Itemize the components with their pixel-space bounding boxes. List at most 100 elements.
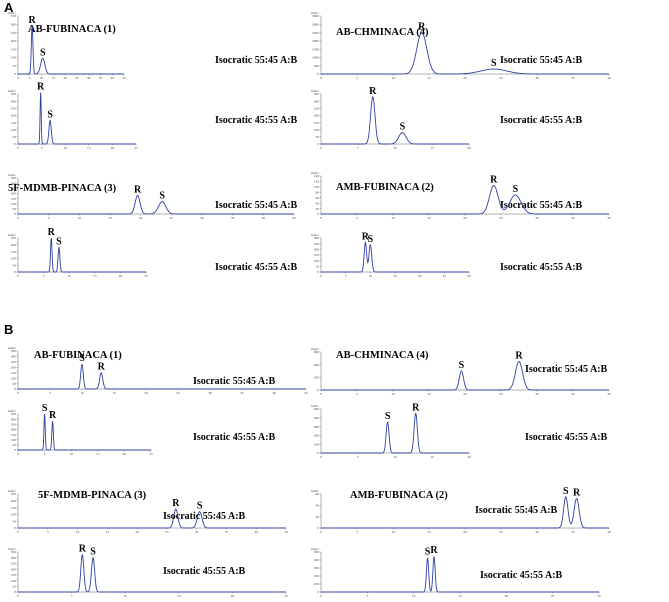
x-tick-label-b-13-0: 0 [17, 594, 19, 598]
y-tick-label-b-9-5: 250 [11, 422, 17, 426]
peak-label-b-10-0: S [459, 360, 465, 371]
peak-label-b-15-1: R [430, 545, 438, 556]
chromatogram-a-3: mAU 0 50 100 150 200 250 300 350 0 5 10 15 20 R S [311, 86, 471, 150]
y-tick-label-a-1-2: 100 [11, 128, 17, 132]
condition-label-b-12: Isocratic 55:45 A:B [163, 511, 246, 522]
x-tick-label-b-8-2: 10 [80, 391, 84, 395]
x-tick-label-a-2-1: 5 [356, 76, 358, 80]
x-tick-label-a-7-1: 5 [345, 274, 347, 278]
peak-label-a-7-0: R [362, 232, 370, 243]
x-tick-label-a-5-4: 20 [119, 274, 123, 278]
trace-b-11 [321, 412, 469, 454]
peak-label-b-14-1: R [573, 488, 581, 499]
condition-label-b-8: Isocratic 55:45 A:B [193, 376, 276, 387]
x-tick-label-a-5-5: 25 [144, 274, 148, 278]
compound-title-b-8: AB-FUBINACA (1) [34, 350, 122, 361]
y-unit-a-6: mAU [311, 171, 319, 175]
section-a-label: A [4, 0, 14, 15]
section-b-label: B [4, 322, 14, 337]
x-tick-label-b-12-8: 40 [254, 530, 258, 534]
x-tick-label-b-14-8: 40 [607, 530, 611, 534]
x-tick-label-a-6-7: 35 [571, 216, 575, 220]
y-tick-label-b-12-4: 200 [11, 499, 17, 503]
x-tick-label-b-14-5: 25 [499, 530, 503, 534]
x-tick-label-a-7-2: 10 [369, 274, 373, 278]
x-tick-label-a-6-1: 5 [356, 216, 358, 220]
peak-label-a-3-1: S [400, 122, 406, 133]
y-tick-label-b-11-5: 500 [314, 407, 320, 411]
x-tick-label-a-4-7: 35 [231, 216, 235, 220]
y-tick-label-a-7-0: 0 [317, 270, 319, 274]
y-tick-label-b-9-4: 200 [11, 428, 17, 432]
x-tick-label-a-6-0: 0 [320, 216, 322, 220]
x-tick-label-a-4-9: 45 [292, 216, 296, 220]
y-unit-b-13: mAU [8, 547, 16, 551]
y-tick-label-a-2-2: 1000 [312, 56, 319, 60]
y-tick-label-b-9-0: 0 [14, 448, 16, 452]
y-unit-b-9: mAU [8, 409, 16, 413]
x-tick-label-b-9-4: 20 [123, 452, 127, 456]
y-unit-b-10: mAU [311, 347, 319, 351]
y-unit-a-0: mAU [8, 11, 16, 15]
x-tick-label-a-6-5: 25 [499, 216, 503, 220]
condition-label-a-4: Isocratic 55:45 A:B [215, 200, 298, 211]
x-tick-label-a-7-5: 25 [443, 274, 447, 278]
y-tick-label-a-3-4: 200 [314, 114, 320, 118]
y-tick-label-b-12-1: 50 [13, 519, 17, 523]
x-tick-label-b-8-8: 40 [272, 391, 276, 395]
chromatogram-b-14: mAU 0 20 40 60 0 5 10 15 20 25 30 35 40 S R [311, 486, 611, 534]
y-tick-label-a-5-4: 200 [11, 243, 17, 247]
y-tick-label-a-1-3: 150 [11, 121, 17, 125]
x-tick-label-a-5-3: 15 [93, 274, 97, 278]
x-tick-label-a-3-4: 20 [467, 146, 471, 150]
y-tick-label-a-1-5: 250 [11, 106, 17, 110]
y-tick-label-b-10-3: 600 [314, 350, 320, 354]
y-tick-label-a-2-3: 1500 [312, 47, 319, 51]
x-tick-label-b-13-3: 15 [177, 594, 181, 598]
y-unit-a-4: mAU [8, 173, 16, 177]
x-tick-label-b-15-6: 30 [597, 594, 601, 598]
x-tick-label-a-4-8: 40 [262, 216, 266, 220]
y-tick-label-b-8-6: 300 [11, 355, 17, 359]
x-tick-label-b-12-3: 15 [106, 530, 110, 534]
condition-label-a-1: Isocratic 45:55 A:B [215, 115, 298, 126]
x-tick-label-b-11-1: 5 [357, 455, 359, 459]
y-tick-label-a-7-6: 300 [314, 236, 320, 240]
x-tick-label-a-0-4: 20 [63, 76, 67, 80]
y-tick-label-a-4-2: 100 [11, 202, 17, 206]
peak-label-a-4-1: S [159, 191, 165, 202]
y-tick-label-a-5-5: 250 [11, 236, 17, 240]
condition-label-b-15: Isocratic 45:55 A:B [480, 570, 563, 581]
peak-label-a-0-1: S [40, 47, 46, 58]
peak-label-a-1-0: R [37, 82, 45, 93]
y-tick-label-b-11-3: 300 [314, 425, 320, 429]
y-tick-label-a-4-1: 50 [13, 207, 17, 211]
y-tick-label-a-5-2: 100 [11, 257, 17, 261]
x-tick-label-b-10-1: 5 [356, 392, 358, 396]
y-tick-label-a-4-5: 250 [11, 186, 17, 190]
y-unit-b-8: mAU [8, 346, 16, 350]
condition-label-a-3: Isocratic 45:55 A:B [500, 115, 583, 126]
peak-label-a-6-0: R [490, 175, 498, 186]
x-tick-label-b-10-3: 15 [427, 392, 431, 396]
y-tick-label-a-2-6: 3000 [312, 22, 319, 26]
x-tick-label-a-2-8: 40 [607, 76, 611, 80]
y-unit-b-14: mAU [311, 489, 319, 493]
x-tick-label-a-3-3: 15 [430, 146, 434, 150]
y-tick-label-b-13-5: 250 [11, 562, 17, 566]
x-tick-label-a-3-2: 10 [393, 146, 397, 150]
x-tick-label-b-12-0: 0 [17, 530, 19, 534]
x-tick-label-a-6-8: 40 [607, 216, 611, 220]
x-tick-label-b-10-5: 25 [499, 392, 503, 396]
x-tick-label-b-8-9: 45 [304, 391, 308, 395]
condition-label-a-7: Isocratic 45:55 A:B [500, 262, 583, 273]
y-tick-label-a-6-2: 40 [316, 201, 320, 205]
trace-b-9 [18, 413, 151, 451]
y-tick-label-a-0-5: 250 [11, 31, 17, 35]
y-tick-label-b-8-7: 350 [11, 349, 17, 353]
y-tick-label-b-13-1: 50 [13, 584, 17, 588]
y-unit-b-15: mAU [311, 547, 319, 551]
x-tick-label-b-12-6: 30 [195, 530, 199, 534]
